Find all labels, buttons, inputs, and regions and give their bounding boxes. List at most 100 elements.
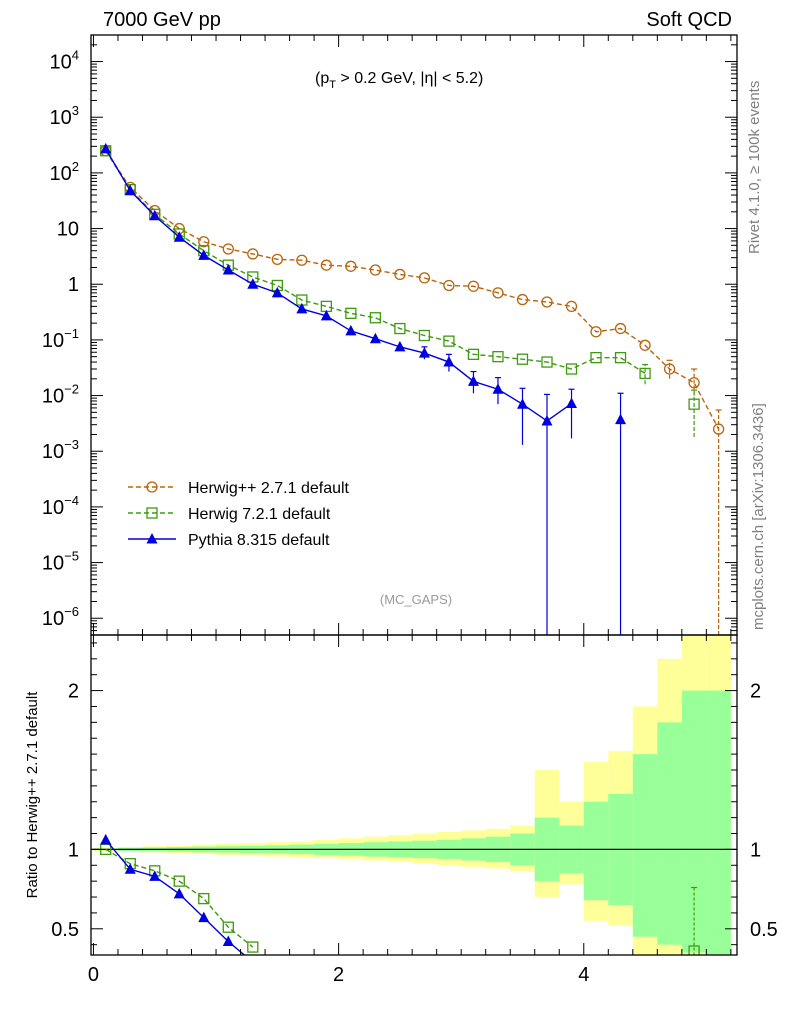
cut-label-p: (p	[315, 70, 329, 87]
data-point-herwigpp	[663, 363, 676, 375]
y-tick-label: 104	[50, 48, 79, 74]
axes: 0 2 410410310210110−110−210−310−410−510−60…	[42, 34, 778, 986]
cut-label-rest: > 0.2 GeV, |η| < 5.2)	[336, 70, 483, 87]
legend-item-herwigpp: Herwig++ 2.7.1 default	[128, 480, 350, 497]
data-point-pythia	[615, 413, 627, 425]
ratio-series-pythia	[100, 833, 258, 967]
data-point-pythia	[443, 356, 455, 367]
data-point-pythia	[271, 286, 283, 298]
data-point-herwigpp	[296, 254, 308, 266]
data-point-herwigpp	[369, 264, 382, 276]
ratio-point-herwig7	[247, 941, 259, 953]
main-plot-area	[100, 142, 725, 635]
data-point-pythia	[149, 209, 161, 221]
data-point-pythia	[566, 397, 578, 409]
y-tick-base: 10	[42, 553, 64, 575]
data-point-pythia	[467, 375, 479, 386]
analysis-label: (MC_GAPS)	[380, 592, 452, 607]
ratio-y-tick-label-right: 1	[750, 839, 761, 861]
cut-label: (pT > 0.2 GeV, |η| < 5.2)	[315, 70, 483, 91]
ratio-band-green	[583, 801, 609, 901]
data-point-herwig7	[541, 356, 553, 368]
data-point-herwig7	[565, 363, 578, 375]
data-point-pythia	[369, 332, 381, 344]
data-point-pythia	[198, 249, 210, 260]
y-tick-base: 1	[68, 274, 79, 296]
y-tick-label: 10−4	[42, 493, 79, 519]
legend-label-pythia: Pythia 8.315 default	[188, 532, 330, 549]
data-point-pythia	[418, 347, 430, 358]
y-tick-label: 1	[68, 274, 79, 296]
ratio-point-pythia	[124, 863, 136, 874]
ratio-point-pythia	[247, 956, 258, 967]
process-label: Soft QCD	[646, 9, 732, 31]
legend-item-pythia: Pythia 8.315 default	[128, 532, 330, 549]
y-tick-label: 10−2	[42, 382, 79, 408]
data-point-pythia	[541, 414, 553, 426]
data-point-herwig7	[614, 351, 627, 364]
legend-marker-herwigpp	[146, 481, 158, 493]
y-tick-label: 10−3	[42, 437, 79, 463]
data-point-herwig7	[345, 307, 357, 319]
series-herwigpp	[100, 145, 725, 635]
series-line-pythia	[105, 148, 572, 422]
data-point-pythia	[516, 398, 528, 409]
series-line-herwigpp	[105, 150, 720, 430]
y-tick-label: 10−1	[42, 326, 79, 352]
data-point-herwigpp	[418, 272, 431, 284]
ratio-uncertainty-bands	[91, 635, 737, 955]
data-point-herwig7	[467, 348, 480, 361]
data-point-herwigpp	[320, 259, 333, 271]
ratio-y-tick-label: 2	[68, 681, 79, 703]
data-point-pythia	[173, 231, 185, 242]
y-tick-exponent: 2	[72, 159, 79, 174]
ratio-y-tick-label: 0.5	[51, 919, 79, 941]
series-pythia	[100, 142, 627, 635]
y-tick-base: 10	[57, 219, 79, 241]
ratio-ylabel: Ratio to Herwig++ 2.7.1 default	[24, 691, 41, 899]
y-tick-exponent: −1	[64, 326, 79, 341]
data-point-herwigpp	[467, 280, 480, 292]
x-tick-label: 4	[578, 964, 589, 986]
data-point-herwigpp	[247, 248, 259, 260]
legend: Herwig++ 2.7.1 default Herwig 7.2.1 defau…	[128, 480, 350, 549]
ratio-point-pythia	[198, 911, 210, 923]
data-point-herwigpp	[271, 253, 283, 265]
ratio-point-herwig7	[198, 892, 210, 905]
data-point-pythia	[492, 383, 504, 394]
data-point-pythia	[124, 184, 136, 196]
legend-item-herwig7: Herwig 7.2.1 default	[128, 506, 331, 523]
beam-energy-label: 7000 GeV pp	[103, 9, 221, 31]
y-tick-exponent: 4	[72, 48, 79, 63]
data-point-herwigpp	[639, 339, 651, 351]
legend-label-herwigpp: Herwig++ 2.7.1 default	[188, 480, 350, 497]
y-tick-exponent: −5	[64, 549, 79, 564]
ratio-point-herwig7	[688, 945, 700, 955]
y-tick-exponent: −6	[64, 604, 79, 619]
ratio-frame	[90, 634, 738, 956]
data-point-pythia	[320, 309, 332, 321]
data-point-pythia	[394, 340, 406, 352]
data-point-herwigpp	[222, 243, 234, 255]
series-herwig7	[100, 145, 700, 438]
ratio-y-tick-label: 1	[68, 839, 79, 861]
ratio-point-pythia	[149, 870, 161, 881]
data-point-herwig7	[418, 329, 431, 342]
y-tick-base: 10	[42, 497, 64, 519]
y-tick-base: 10	[42, 441, 64, 463]
y-tick-base: 10	[42, 386, 64, 408]
x-tick-label: 0	[88, 964, 99, 986]
data-point-herwig7	[688, 398, 700, 410]
ratio-point-pythia	[222, 935, 234, 947]
y-tick-base: 10	[42, 330, 64, 352]
y-tick-base: 10	[42, 608, 64, 630]
ratio-y-tick-label-right: 0.5	[750, 919, 778, 941]
y-tick-label: 10−6	[42, 604, 79, 630]
data-point-herwig7	[639, 367, 651, 380]
series-line-herwig7	[105, 150, 646, 375]
data-point-herwigpp	[590, 326, 602, 338]
y-tick-label: 102	[50, 159, 79, 185]
rivet-label: Rivet 4.1.0, ≥ 100k events	[746, 80, 763, 254]
x-tick-label: 2	[333, 964, 344, 986]
data-point-herwig7	[590, 351, 602, 364]
